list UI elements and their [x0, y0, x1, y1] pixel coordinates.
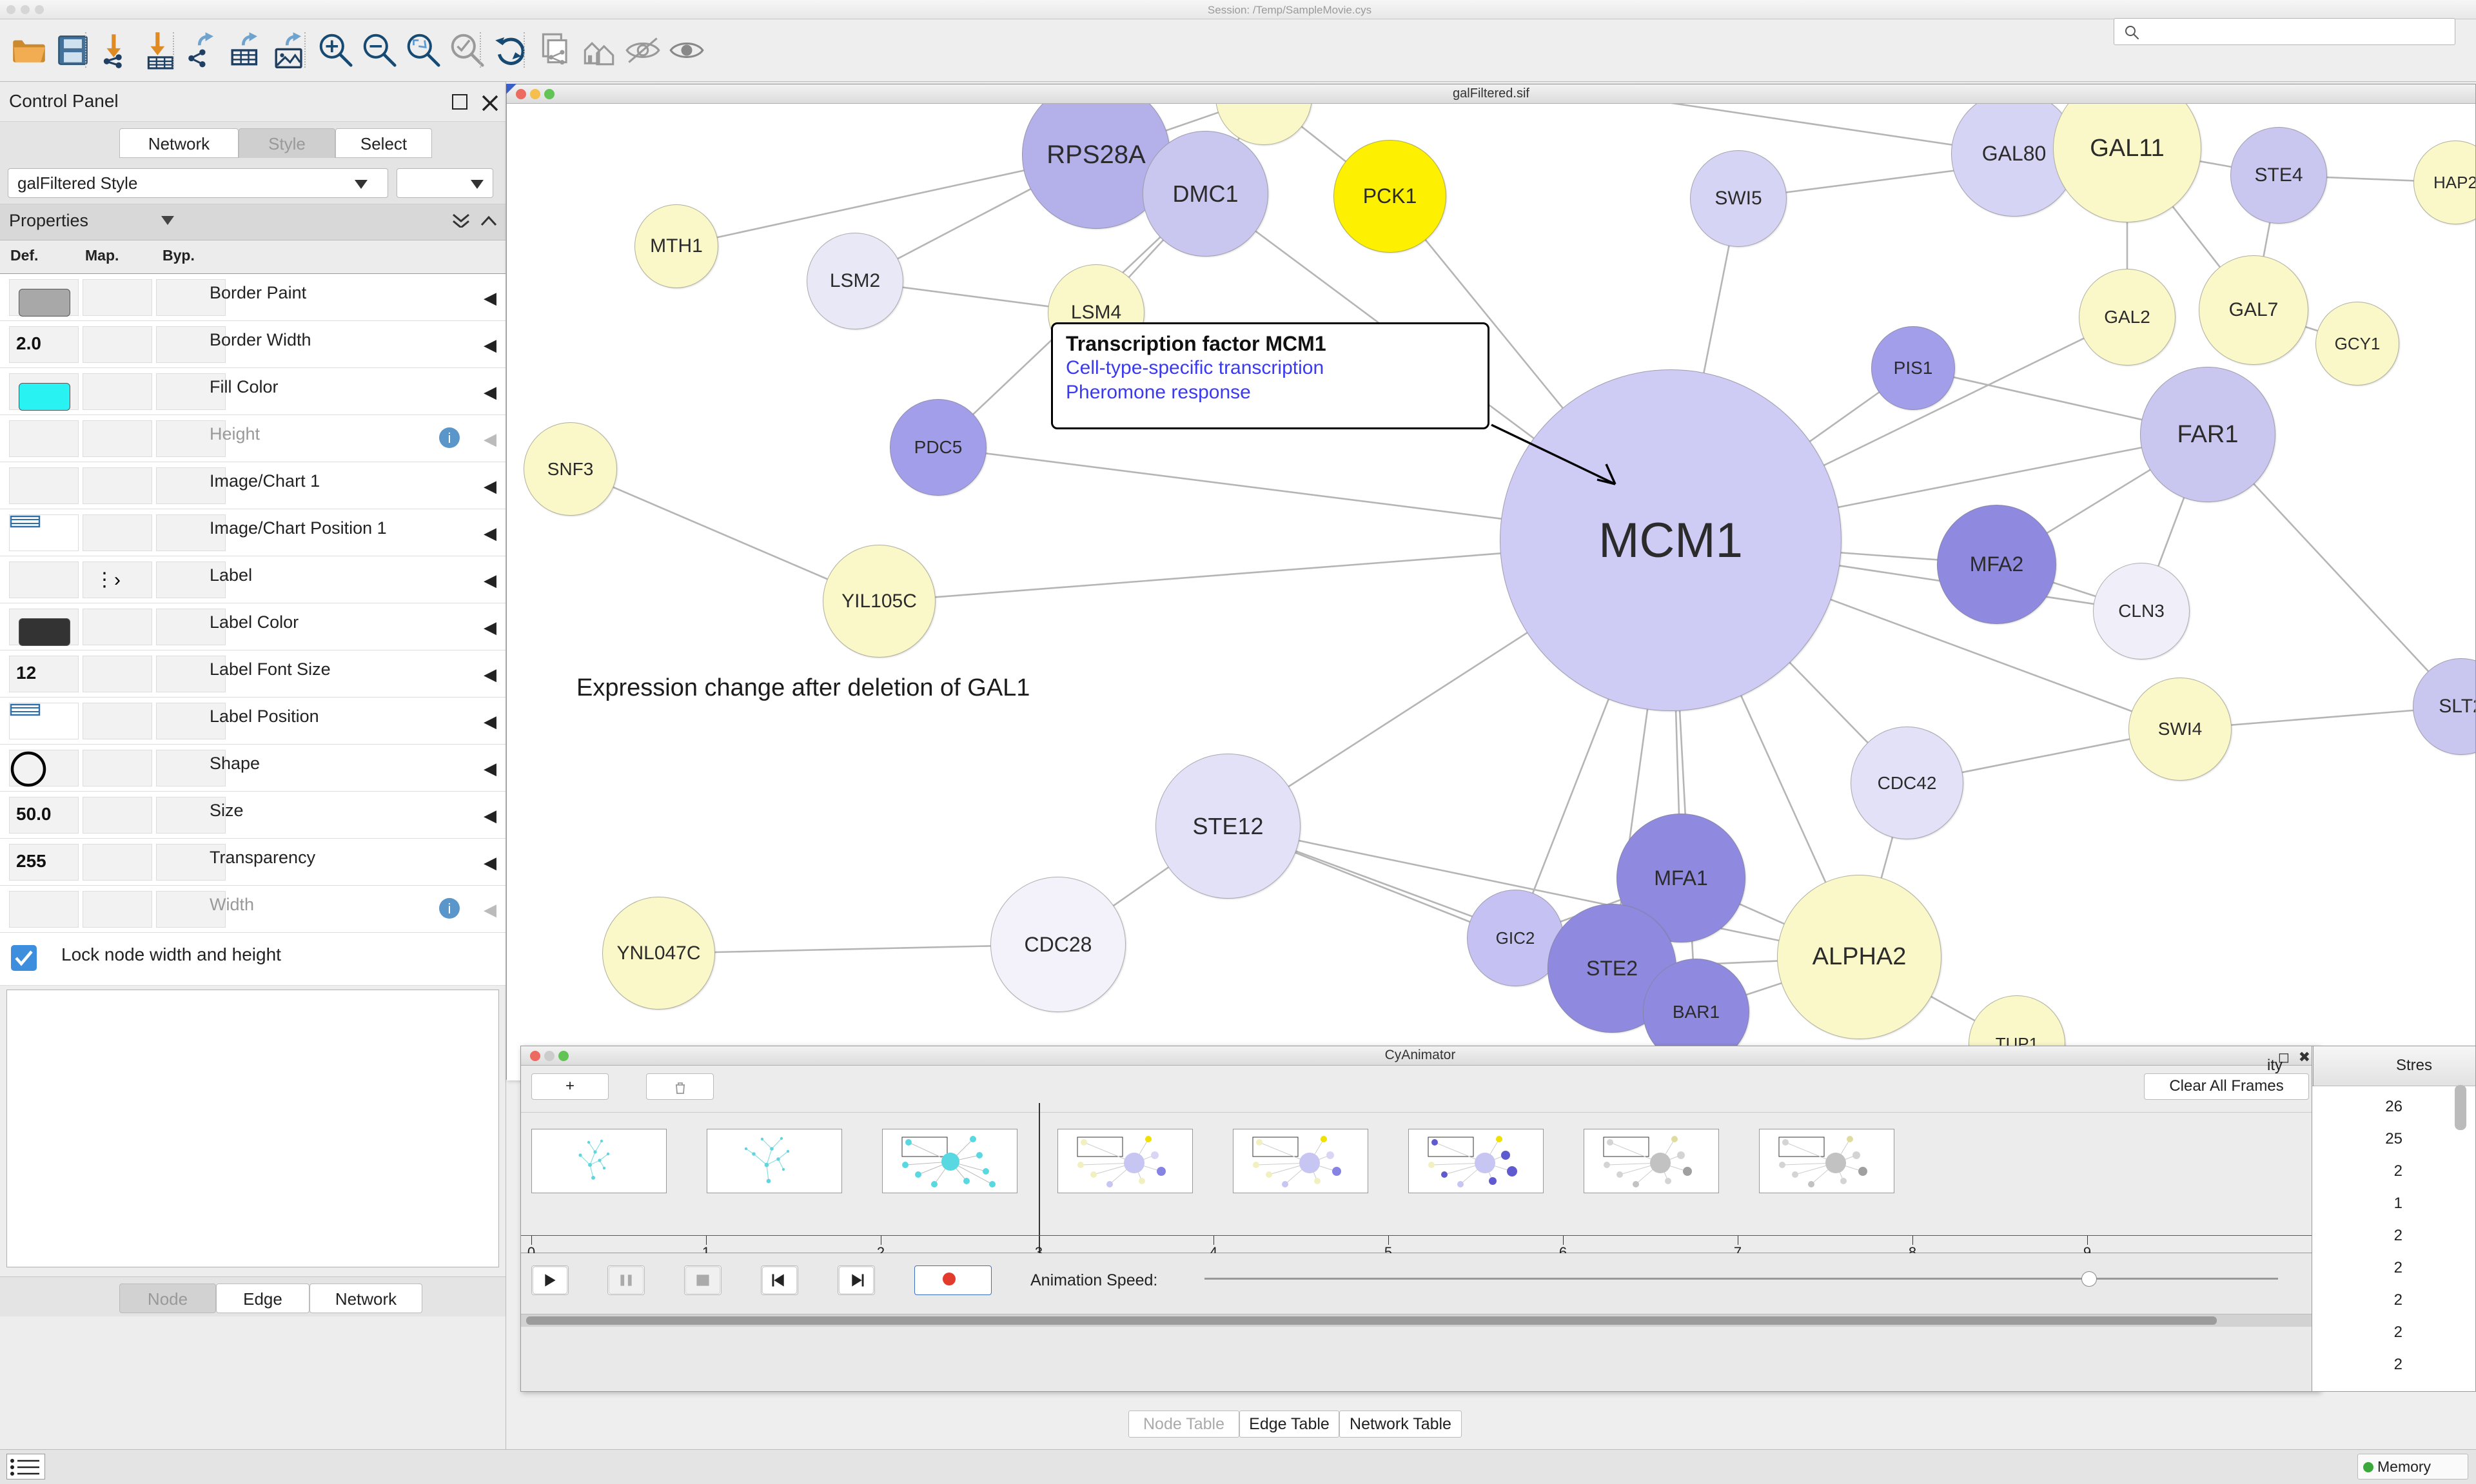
svg-text:i: i: [448, 430, 451, 446]
svg-text:i: i: [448, 901, 451, 917]
